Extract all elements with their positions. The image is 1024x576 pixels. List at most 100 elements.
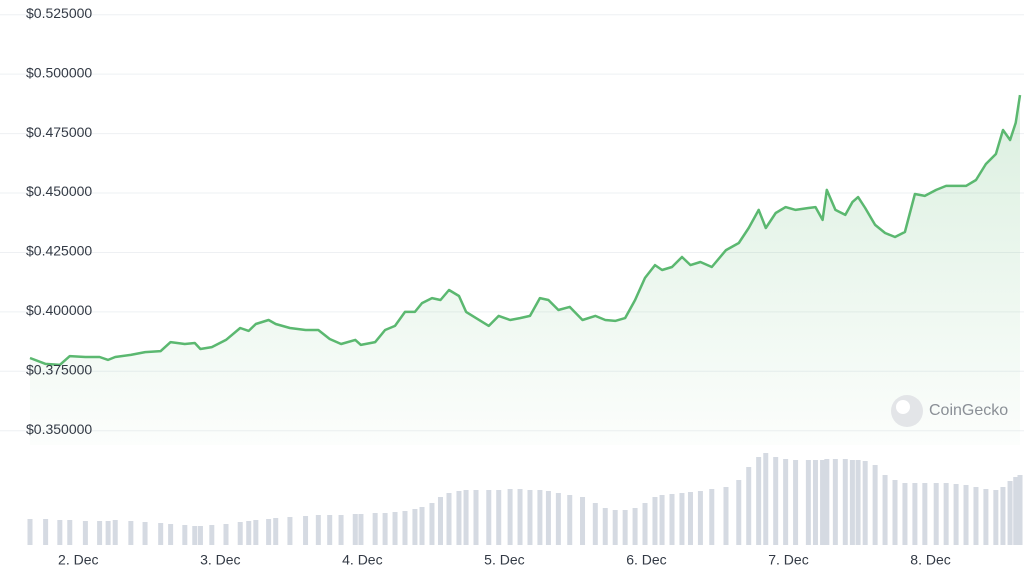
volume-bar xyxy=(820,460,826,545)
volume-bar xyxy=(773,457,779,545)
volume-bar xyxy=(983,489,989,545)
volume-bar xyxy=(783,459,789,545)
volume-bar xyxy=(327,515,333,545)
volume-bar xyxy=(372,513,378,545)
labels: $0.350000 $0.375000 $0.400000 $0.425000 $0.4… xyxy=(26,5,951,568)
volume-bar xyxy=(746,467,752,545)
volume-bar xyxy=(287,517,293,545)
volume-bar xyxy=(223,524,229,545)
volume-bar xyxy=(352,514,358,545)
volume-bar xyxy=(437,497,443,545)
y-tick-label: $0.450000 xyxy=(26,183,92,199)
volume-bar xyxy=(338,515,344,545)
volume-bar xyxy=(632,508,638,545)
price-area xyxy=(30,95,1020,445)
volume-bar xyxy=(642,503,648,545)
volume-bar xyxy=(963,485,969,545)
volume-bar xyxy=(812,460,818,545)
volume-bar xyxy=(943,483,949,545)
volume-bar xyxy=(456,491,462,545)
volume-bar xyxy=(622,510,628,545)
volume-bar xyxy=(567,495,573,545)
watermark-logo-eye xyxy=(896,400,910,414)
price-layer xyxy=(29,94,1022,445)
x-tick-label: 7. Dec xyxy=(768,552,808,568)
volume-bar xyxy=(67,520,73,545)
volume-bar xyxy=(517,489,523,545)
volume-bar xyxy=(953,484,959,545)
volume-bar xyxy=(1007,481,1013,545)
volume-bar xyxy=(1000,487,1006,545)
volume-bar xyxy=(602,508,608,545)
watermark: CoinGecko xyxy=(891,395,1008,427)
volume-bar xyxy=(679,493,685,545)
volume-bar xyxy=(358,514,364,545)
volume-bar xyxy=(652,497,658,545)
volume-bar xyxy=(736,480,742,545)
volume-bar xyxy=(253,520,259,545)
volume-bar xyxy=(922,483,928,545)
volume-bar xyxy=(697,491,703,545)
volume-bar xyxy=(805,460,811,545)
volume-bar xyxy=(128,521,134,545)
volume-bar xyxy=(527,490,533,545)
volume-bar xyxy=(486,490,492,545)
volume-bar xyxy=(496,490,502,545)
volume-bar xyxy=(303,516,309,545)
volume-bar xyxy=(912,483,918,545)
volume-bars xyxy=(27,453,1023,545)
volume-bar xyxy=(862,461,868,545)
volume-bar xyxy=(824,459,830,545)
volume-bar xyxy=(793,460,799,545)
volume-bar xyxy=(97,521,103,545)
volume-bar xyxy=(612,510,618,545)
volume-bar xyxy=(105,521,111,545)
volume-bar xyxy=(973,487,979,545)
volume-bar xyxy=(382,513,388,545)
volume-bar xyxy=(57,520,63,545)
volume-bar xyxy=(723,487,729,545)
volume-bar xyxy=(902,483,908,545)
y-tick-label: $0.475000 xyxy=(26,124,92,140)
volume-bar xyxy=(463,490,469,545)
x-tick-label: 8. Dec xyxy=(910,552,950,568)
y-tick-label: $0.400000 xyxy=(26,302,92,318)
volume-bar xyxy=(687,492,693,545)
volume-bar xyxy=(537,490,543,545)
volume-bar xyxy=(237,522,243,545)
volume-bar xyxy=(855,460,861,545)
volume-bar xyxy=(112,520,118,545)
y-tick-label: $0.525000 xyxy=(26,5,92,21)
volume-bar xyxy=(933,483,939,545)
volume-bar xyxy=(756,457,762,545)
volume-bar xyxy=(192,526,198,545)
volume-bar xyxy=(429,503,435,545)
price-line xyxy=(29,94,1022,367)
volume-bar xyxy=(158,523,164,545)
x-tick-label: 3. Dec xyxy=(200,552,240,568)
x-tick-label: 4. Dec xyxy=(342,552,382,568)
volume-bar xyxy=(273,518,279,545)
y-tick-label: $0.375000 xyxy=(26,362,92,378)
y-tick-label: $0.500000 xyxy=(26,64,92,80)
volume-bar xyxy=(842,459,848,545)
volume-bar xyxy=(993,490,999,545)
x-tick-label: 2. Dec xyxy=(58,552,98,568)
volume-bar xyxy=(197,526,203,545)
volume-bar xyxy=(82,521,88,545)
volume-bar xyxy=(209,525,215,545)
volume-bar xyxy=(419,507,425,545)
volume-bar xyxy=(446,493,452,545)
x-tick-label: 6. Dec xyxy=(626,552,666,568)
volume-bar xyxy=(592,503,598,545)
volume-bar xyxy=(1013,477,1019,545)
volume-bar xyxy=(246,521,252,545)
y-tick-label: $0.350000 xyxy=(26,421,92,437)
volume-bar xyxy=(27,519,33,545)
volume-bar xyxy=(872,465,878,545)
volume-bar xyxy=(580,497,586,545)
volume-bar xyxy=(659,495,665,545)
volume-bar xyxy=(473,490,479,545)
volume-bar xyxy=(402,511,408,545)
